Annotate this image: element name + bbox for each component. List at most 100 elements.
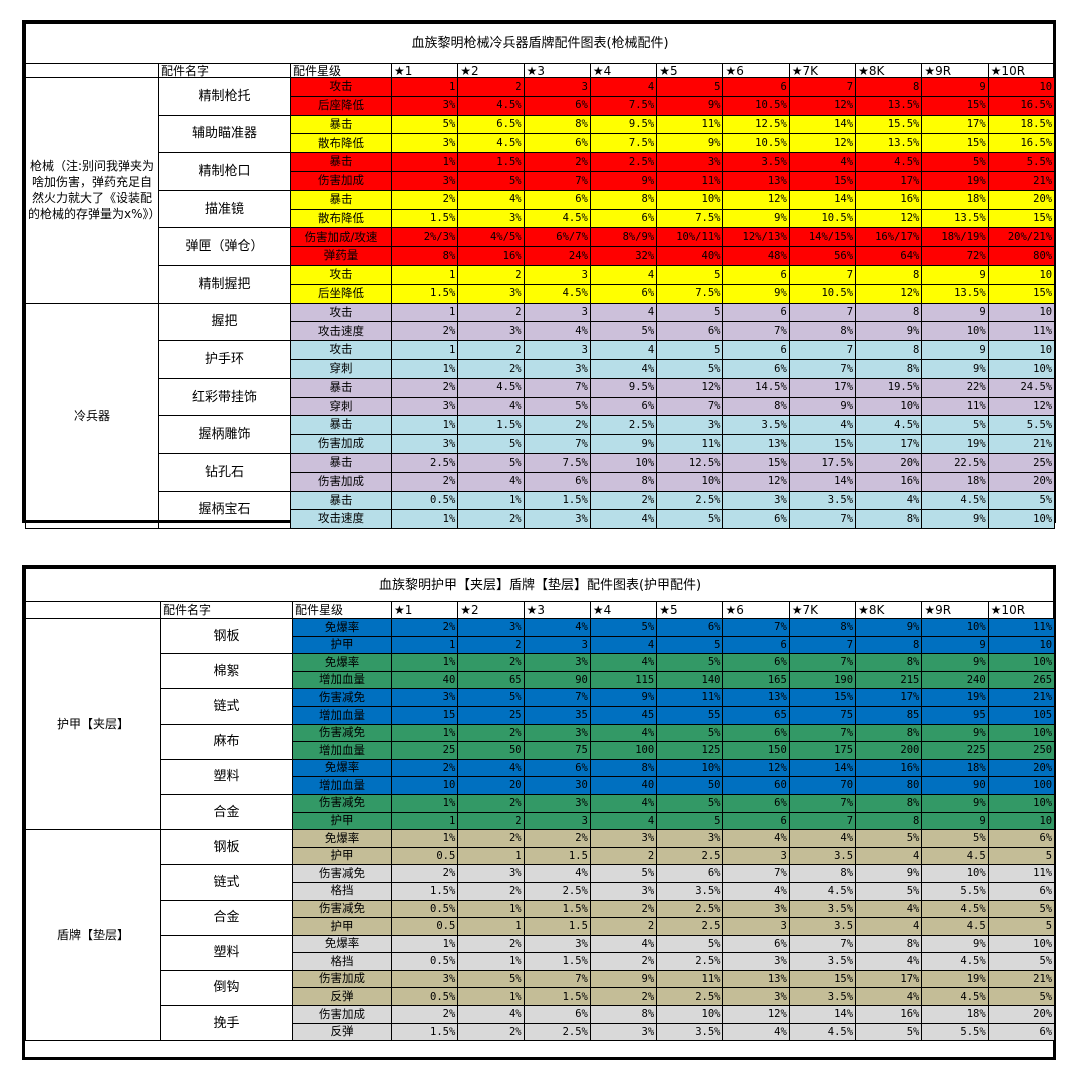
value-cell: 16% — [855, 1005, 923, 1024]
value-cell: 4% — [589, 793, 658, 813]
value-cell: 5% — [921, 415, 989, 436]
table-row: 棉絮 免爆率 1% 2% 3% 4% 5% 6% 7% 8% 9% 10% — [26, 653, 1056, 690]
table-row: 格挡 0.5% 1% 1.5% 2% 2.5% 3% 3.5% 4% 4.5% 5% — [26, 952, 1056, 971]
value-cell: 10% — [855, 396, 923, 417]
table-row: 精制枪口 暴击 1% 1.5% 2% 2.5% 3% 3.5% 4% 4.5% 5% 5.5% — [26, 152, 1056, 191]
value-cell: 3.5% — [656, 1022, 724, 1042]
value-cell: 6% — [987, 1022, 1056, 1042]
value-cell: 9 — [921, 340, 989, 360]
value-cell: 7% — [722, 864, 790, 883]
value-cell: 1% — [390, 829, 459, 848]
stat-name-cell: 伤害减免 — [292, 793, 392, 813]
value-cell: 75 — [788, 705, 857, 725]
value-cell: 22.5% — [921, 452, 989, 473]
part-name-cell: 倒钩 — [160, 969, 293, 1007]
value-cell: 17% — [855, 170, 923, 191]
value-cell: 8% — [855, 934, 923, 954]
value-cell: 2.5% — [589, 415, 658, 436]
value-cell: 15% — [987, 283, 1056, 304]
value-cell: 12% — [855, 283, 923, 304]
value-cell: 5% — [457, 434, 525, 454]
value-cell: 3% — [656, 415, 724, 436]
value-cell: 13% — [722, 170, 790, 191]
part-name-cell: 精制枪托 — [158, 77, 291, 116]
header-star: ★5 — [656, 63, 724, 78]
value-cell: 2.5% — [390, 452, 459, 473]
value-cell: 56% — [788, 246, 857, 266]
stat-name-cell: 护甲 — [292, 635, 392, 655]
part-name-cell: 挽手 — [160, 1005, 293, 1042]
value-cell: 19.5% — [855, 377, 923, 398]
value-cell: 9% — [921, 793, 989, 813]
table-row: 冷兵器 握把 攻击 1 2 3 4 5 6 7 8 9 10 — [25, 302, 1056, 530]
value-cell: 4.5% — [457, 95, 525, 116]
value-cell: 12% — [855, 208, 923, 229]
value-cell: 0.5% — [390, 952, 459, 971]
value-cell: 1% — [390, 793, 459, 813]
value-cell: 7% — [788, 793, 857, 813]
value-cell: 265 — [987, 670, 1056, 690]
value-cell: 2% — [589, 952, 658, 971]
value-cell: 8% — [390, 246, 459, 266]
table-title: 血族黎明护甲【夹层】盾牌【垫层】配件图表(护甲配件) — [24, 568, 1056, 602]
value-cell: 10% — [921, 864, 989, 883]
value-cell: 5% — [987, 490, 1056, 511]
value-cell: 4% — [457, 471, 525, 492]
value-cell: 15% — [921, 133, 989, 154]
stat-name-cell: 散布降低 — [290, 208, 392, 229]
stat-name-cell: 攻击 — [290, 264, 392, 285]
value-cell: 10 — [390, 776, 459, 795]
value-cell: 4% — [788, 829, 857, 848]
value-cell: 3% — [523, 509, 591, 530]
value-cell: 12%/13% — [722, 227, 790, 248]
header-star: ★1 — [390, 63, 459, 78]
value-cell: 9 — [921, 635, 989, 655]
value-cell: 6% — [656, 321, 724, 342]
value-cell: 5% — [987, 952, 1056, 971]
part-name-cell: 钢板 — [160, 617, 293, 655]
value-cell: 25% — [987, 452, 1056, 473]
value-cell: 2.5 — [656, 846, 724, 866]
value-cell: 1.5 — [523, 917, 591, 936]
category-cell: 护甲【夹层】 — [25, 617, 161, 831]
value-cell: 5 — [656, 302, 724, 323]
value-cell: 6% — [987, 829, 1056, 848]
value-cell: 10% — [987, 509, 1056, 530]
value-cell: 100 — [987, 776, 1056, 795]
value-cell: 14%/15% — [788, 227, 857, 248]
value-cell: 10% — [656, 471, 724, 492]
value-cell: 32% — [589, 246, 658, 266]
value-cell: 3% — [390, 396, 459, 417]
value-cell: 7 — [788, 77, 857, 97]
table-row: 弹药量 8% 16% 24% 32% 40% 48% 56% 64% 72% 80% — [26, 246, 1056, 266]
stat-name-cell: 增加血量 — [292, 705, 392, 725]
stat-name-cell: 增加血量 — [292, 741, 392, 760]
header-blank — [25, 601, 161, 619]
value-cell: 3% — [523, 934, 591, 954]
value-cell: 3.5% — [788, 987, 857, 1007]
value-cell: 8% — [855, 358, 923, 379]
value-cell: 10 — [987, 77, 1056, 97]
value-cell: 4% — [457, 189, 525, 210]
value-cell: 3 — [523, 340, 591, 360]
value-cell: 9 — [921, 811, 989, 831]
value-cell: 1% — [457, 952, 525, 971]
part-name-cell: 塑料 — [160, 934, 293, 971]
value-cell: 3 — [523, 77, 591, 97]
value-cell: 16% — [855, 471, 923, 492]
value-cell: 8% — [589, 189, 658, 210]
value-cell: 9.5% — [589, 377, 658, 398]
value-cell: 7.5% — [656, 283, 724, 304]
value-cell: 6% — [987, 881, 1056, 901]
value-cell: 2.5% — [523, 1022, 591, 1042]
value-cell: 5 — [656, 811, 724, 831]
table-row: 伤害加成 3% 5% 7% 9% 11% 13% 15% 17% 19% 21% — [26, 170, 1056, 191]
value-cell: 1% — [390, 509, 459, 530]
table-row: 散布降低 1.5% 3% 4.5% 6% 7.5% 9% 10.5% 12% 13.5% 15% — [26, 208, 1056, 229]
value-cell: 7 — [788, 264, 857, 285]
value-cell: 5% — [656, 509, 724, 530]
value-cell: 21% — [987, 170, 1056, 191]
header-blank — [25, 63, 159, 78]
value-cell: 9 — [921, 77, 989, 97]
value-cell: 2% — [390, 189, 459, 210]
